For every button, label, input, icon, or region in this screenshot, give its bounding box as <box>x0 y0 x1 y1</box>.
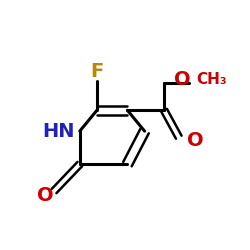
Text: F: F <box>90 62 104 81</box>
Text: CH₃: CH₃ <box>196 72 226 87</box>
Text: O: O <box>174 70 190 89</box>
Text: O: O <box>187 132 204 150</box>
Text: O: O <box>37 186 54 206</box>
Text: HN: HN <box>42 122 75 141</box>
